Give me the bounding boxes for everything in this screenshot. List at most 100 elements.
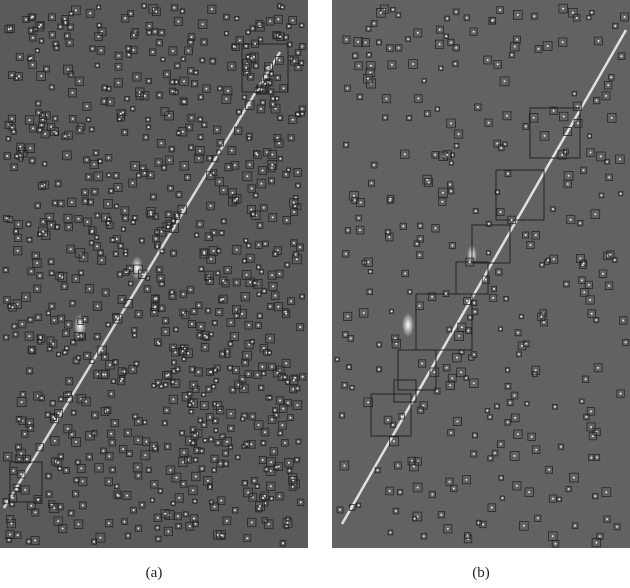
star xyxy=(96,236,98,238)
star xyxy=(184,101,186,103)
star xyxy=(367,261,369,263)
star xyxy=(590,457,592,459)
star xyxy=(37,316,39,318)
star xyxy=(293,242,295,244)
star xyxy=(493,288,495,290)
star xyxy=(39,446,41,448)
star xyxy=(85,401,87,403)
star xyxy=(281,424,283,426)
star xyxy=(223,220,225,222)
star xyxy=(500,211,502,213)
star xyxy=(28,541,30,543)
star xyxy=(189,393,191,395)
star xyxy=(354,199,356,201)
star xyxy=(160,277,162,279)
star xyxy=(351,387,353,389)
star xyxy=(116,238,118,240)
star xyxy=(158,42,160,44)
star xyxy=(236,315,238,317)
star xyxy=(285,173,287,175)
star xyxy=(517,332,519,334)
star xyxy=(576,17,578,19)
star xyxy=(249,164,251,166)
star xyxy=(21,323,23,325)
star xyxy=(158,269,160,271)
star xyxy=(36,50,38,52)
star xyxy=(419,238,421,240)
star xyxy=(39,26,41,28)
star xyxy=(168,213,170,215)
star xyxy=(506,115,508,117)
star xyxy=(446,18,448,20)
star xyxy=(440,67,442,69)
star xyxy=(78,218,80,220)
star xyxy=(191,323,193,325)
star xyxy=(6,155,8,157)
star xyxy=(274,295,276,297)
star xyxy=(358,65,360,67)
star xyxy=(135,363,137,365)
star xyxy=(154,31,156,33)
star xyxy=(48,475,50,477)
star xyxy=(214,322,216,324)
star xyxy=(203,424,205,426)
star xyxy=(367,78,369,80)
star xyxy=(236,249,238,251)
star xyxy=(203,253,205,255)
star xyxy=(20,453,22,455)
star xyxy=(614,25,616,27)
star xyxy=(278,466,280,468)
star xyxy=(133,329,135,331)
star xyxy=(255,194,257,196)
star xyxy=(269,397,271,399)
star xyxy=(271,154,273,156)
star xyxy=(7,138,9,140)
star xyxy=(213,469,215,471)
star xyxy=(144,95,146,97)
star xyxy=(206,336,208,338)
star xyxy=(252,28,254,30)
star xyxy=(611,117,613,119)
star xyxy=(79,129,81,131)
star xyxy=(120,113,122,115)
star xyxy=(98,36,100,38)
star xyxy=(104,374,106,376)
star xyxy=(144,172,146,174)
star xyxy=(168,159,170,161)
star xyxy=(274,253,276,255)
star xyxy=(498,271,500,273)
star xyxy=(176,214,178,216)
star xyxy=(97,305,99,307)
star xyxy=(596,456,598,458)
star xyxy=(446,154,448,156)
star xyxy=(24,433,26,435)
star xyxy=(142,273,144,275)
star xyxy=(199,420,201,422)
star xyxy=(247,31,249,33)
star xyxy=(22,394,24,396)
star xyxy=(89,288,91,290)
star xyxy=(496,191,498,193)
star xyxy=(29,239,31,241)
star xyxy=(200,268,202,270)
star xyxy=(116,205,118,207)
star xyxy=(392,424,394,426)
star xyxy=(547,45,549,47)
star xyxy=(94,191,96,193)
star xyxy=(570,219,572,221)
star xyxy=(7,456,9,458)
star xyxy=(263,207,265,209)
star xyxy=(234,200,236,202)
star xyxy=(148,25,150,27)
star xyxy=(29,119,31,121)
star xyxy=(192,429,194,431)
star xyxy=(530,244,532,246)
star xyxy=(469,261,471,263)
star xyxy=(188,126,190,128)
star xyxy=(189,404,191,406)
star xyxy=(108,219,110,221)
star xyxy=(182,293,184,295)
star xyxy=(60,456,62,458)
star xyxy=(348,366,350,368)
star xyxy=(487,59,489,61)
